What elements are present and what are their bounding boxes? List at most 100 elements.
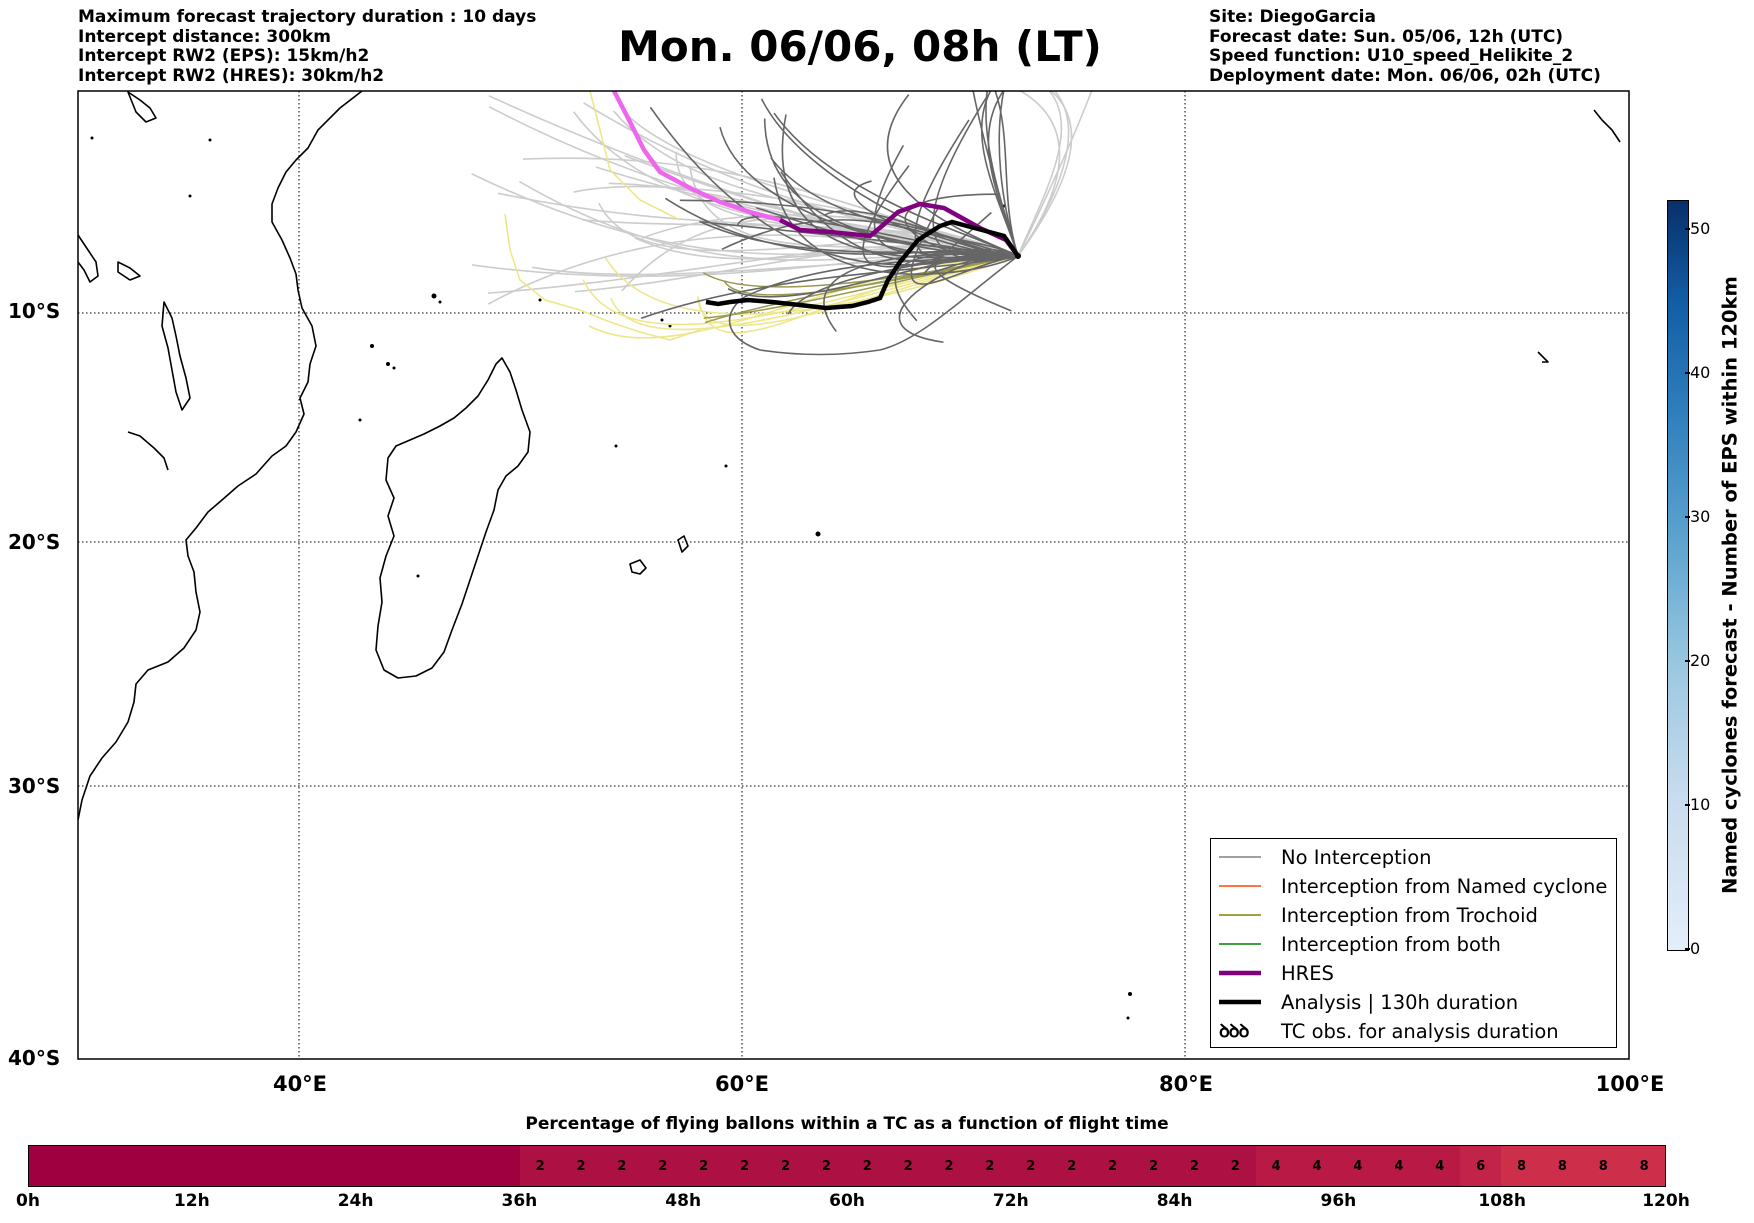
strip-cell: 2 bbox=[724, 1146, 766, 1186]
strip-cell bbox=[315, 1146, 357, 1186]
strip-cell: 8 bbox=[1501, 1146, 1542, 1186]
legend-label: Interception from Named cyclone bbox=[1281, 874, 1608, 898]
lake-victoria bbox=[161, 301, 191, 411]
legend-swatch bbox=[1219, 943, 1261, 945]
trajectory-light bbox=[1017, 91, 1093, 257]
trajectory-light bbox=[612, 110, 1019, 257]
strip-time-label: 24h bbox=[337, 1191, 374, 1211]
strip-cell: 2 bbox=[683, 1146, 725, 1186]
lat-label-30s: 30°S bbox=[8, 774, 61, 798]
madagascar-coastline bbox=[375, 357, 531, 679]
lon-label-80e: 80°E bbox=[1158, 1072, 1214, 1096]
legend-label: Analysis | 130h duration bbox=[1281, 990, 1519, 1014]
trajectory-light bbox=[583, 102, 1019, 257]
strip-title: Percentage of flying ballons within a TC… bbox=[525, 1114, 1169, 1134]
legend-item-tc-obs: ꝺꝺꝺ TC obs. for analysis duration bbox=[1219, 1017, 1559, 1045]
great-lakes-north bbox=[127, 91, 157, 123]
top-right-island bbox=[1593, 109, 1621, 143]
legend-swatch bbox=[1219, 999, 1261, 1005]
param-intercept-hres: Intercept RW2 (HRES): 30km/h2 bbox=[78, 65, 385, 86]
strip-cell: 2 bbox=[642, 1146, 684, 1186]
legend-label: No Interception bbox=[1281, 845, 1432, 869]
legend-item-hres: HRES bbox=[1219, 959, 1334, 987]
trajectories-no-interception bbox=[640, 91, 1019, 356]
legend-item-trochoid: Interception from Trochoid bbox=[1219, 901, 1538, 929]
trajectory-trochoid-light bbox=[504, 213, 701, 341]
strip-time-label: 84h bbox=[1156, 1191, 1193, 1211]
colorbar-label: Named cyclones forecast - Number of EPS … bbox=[1719, 276, 1742, 894]
africa-coastline bbox=[78, 91, 363, 821]
lon-label-60e: 60°E bbox=[714, 1072, 770, 1096]
mauritius bbox=[677, 535, 689, 553]
strip-cell bbox=[397, 1146, 438, 1186]
strip-time-label: 60h bbox=[829, 1191, 865, 1211]
strip-cell: 2 bbox=[846, 1146, 888, 1186]
legend-swatch bbox=[1219, 914, 1261, 916]
param-forecast-date: Forecast date: Sun. 05/06, 12h (UTC) bbox=[1209, 26, 1564, 47]
strip-cell: 2 bbox=[805, 1146, 847, 1186]
strip-cell bbox=[233, 1146, 275, 1186]
param-site: Site: DiegoGarcia bbox=[1209, 7, 1376, 27]
strip-cell bbox=[69, 1146, 111, 1186]
strip-time-label: 96h bbox=[1320, 1191, 1357, 1211]
strip-cell bbox=[110, 1146, 152, 1186]
map-frame bbox=[77, 90, 1630, 1060]
colorbar-tick: 40 bbox=[1684, 363, 1711, 382]
hres-trajectory-light bbox=[612, 91, 781, 223]
colorbar-tick: 50 bbox=[1684, 219, 1711, 238]
analysis-trajectory bbox=[705, 219, 1020, 311]
strip-cell: 6 bbox=[1460, 1146, 1502, 1186]
strip-cell: 2 bbox=[1214, 1146, 1256, 1186]
strip-cell bbox=[192, 1146, 234, 1186]
lat-label-40s: 40°S bbox=[8, 1046, 61, 1070]
legend-item-named-cyclone: Interception from Named cyclone bbox=[1219, 872, 1607, 900]
site-parameters: Site: DiegoGarcia Forecast date: Sun. 05… bbox=[1209, 7, 1601, 86]
strip-cell: 8 bbox=[1582, 1146, 1624, 1186]
trajectory-trochoid-light bbox=[589, 91, 681, 221]
legend-swatch bbox=[1219, 885, 1261, 887]
strip-cell: 2 bbox=[928, 1146, 970, 1186]
param-speed-function: Speed function: U10_speed_Helikite_2 bbox=[1209, 46, 1574, 66]
trajectory-dark bbox=[664, 197, 1019, 257]
strip-cell bbox=[478, 1146, 520, 1186]
colorbar-tick: 0 bbox=[1684, 939, 1701, 958]
trajectory-light bbox=[1017, 91, 1063, 257]
strip-cell: 2 bbox=[969, 1146, 1011, 1186]
strip-cell: 8 bbox=[1623, 1146, 1665, 1186]
legend-label: HRES bbox=[1281, 961, 1334, 985]
trajectory-dark bbox=[773, 177, 1019, 275]
trajectory-dark bbox=[760, 98, 1019, 257]
trajectory-dark bbox=[910, 206, 1019, 285]
strip-cell: 2 bbox=[1173, 1146, 1215, 1186]
legend-item-both: Interception from both bbox=[1219, 930, 1501, 958]
strip-cell: 4 bbox=[1296, 1146, 1338, 1186]
param-deployment-date: Deployment date: Mon. 06/06, 02h (UTC) bbox=[1209, 65, 1601, 86]
trajectory-light bbox=[532, 255, 1019, 276]
strip-time-label: 108h bbox=[1478, 1191, 1526, 1211]
colorbar-label-text: Named cyclones forecast - Number of EPS … bbox=[1718, 276, 1742, 894]
legend-swatch bbox=[1219, 970, 1261, 976]
strip-cell: 2 bbox=[1092, 1146, 1134, 1186]
legend-item-no-interception: No Interception bbox=[1219, 843, 1432, 871]
strip-cell: 4 bbox=[1255, 1146, 1297, 1186]
strip-cell: 2 bbox=[765, 1146, 806, 1186]
strip-cell bbox=[437, 1146, 479, 1186]
strip-cell bbox=[151, 1146, 193, 1186]
reunion bbox=[629, 559, 647, 575]
trajectory-trochoid-light bbox=[588, 255, 1019, 339]
strip-cell: 2 bbox=[601, 1146, 643, 1186]
strip-time-label: 72h bbox=[992, 1191, 1029, 1211]
strip-cell: 4 bbox=[1378, 1146, 1420, 1186]
strip-cell: 2 bbox=[560, 1146, 602, 1186]
strip-cell: 2 bbox=[887, 1146, 929, 1186]
coastlines bbox=[78, 91, 1621, 821]
strip-cell: 2 bbox=[1051, 1146, 1093, 1186]
trajectory-dark bbox=[981, 91, 1019, 257]
trajectory-dark bbox=[727, 253, 1019, 298]
param-duration: Maximum forecast trajectory duration : 1… bbox=[78, 7, 537, 27]
legend-item-analysis: Analysis | 130h duration bbox=[1219, 988, 1518, 1016]
param-intercept-distance: Intercept distance: 300km bbox=[78, 26, 331, 47]
trajectory-trochoid bbox=[704, 255, 1019, 324]
trajectory-dark bbox=[719, 126, 1019, 258]
